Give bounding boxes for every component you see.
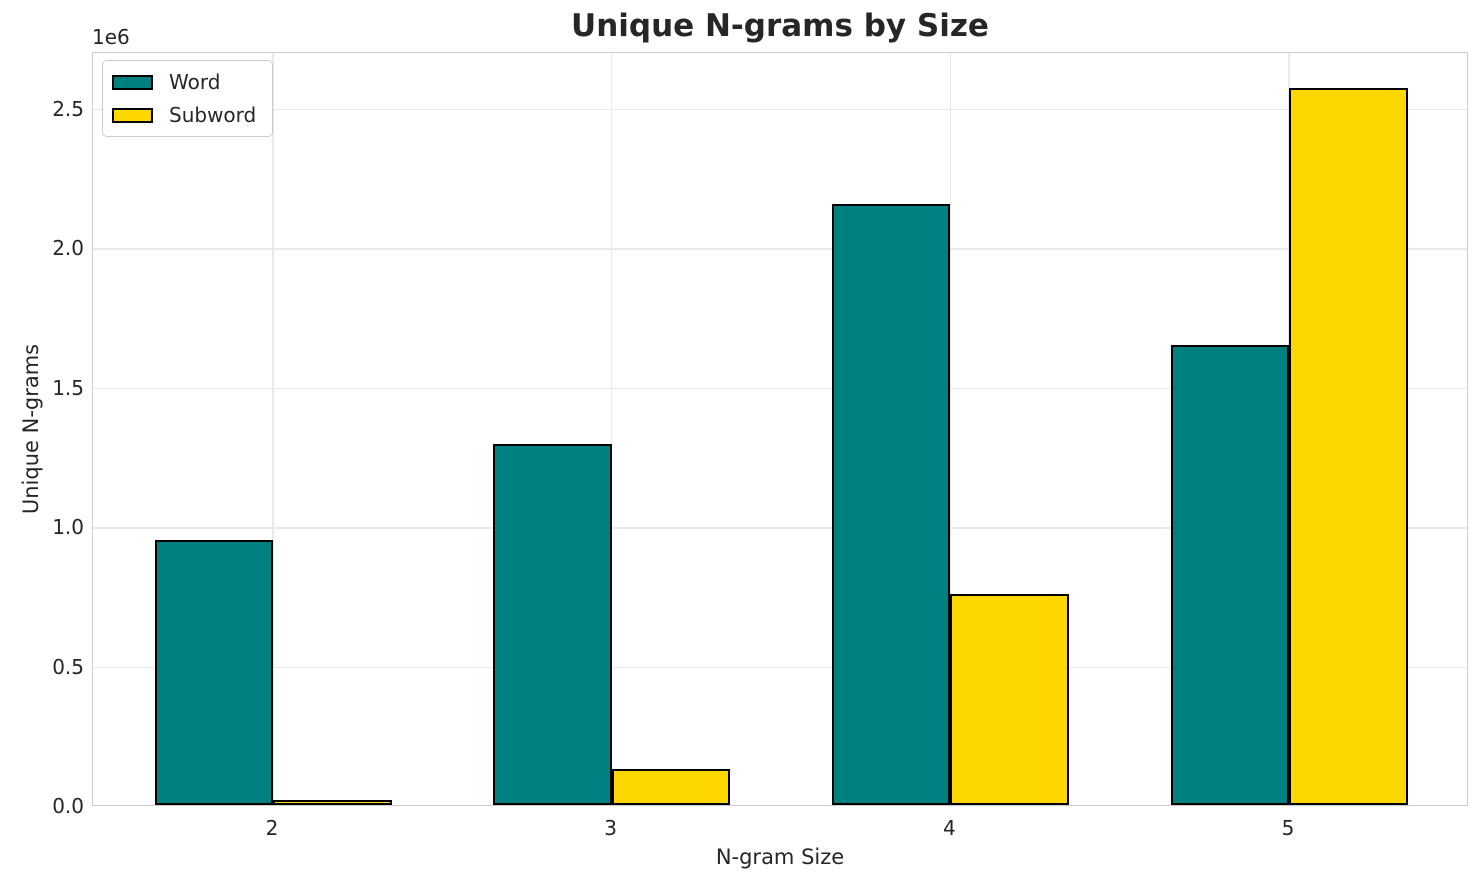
y-tick-label: 2.5 [52,96,84,121]
y-gridline [93,108,1467,111]
x-tick-label: 2 [265,816,279,840]
legend-swatch-word [112,74,153,90]
legend-swatch-subword [112,107,153,123]
bar-subword-4 [950,594,1069,805]
y-tick-label: 1.5 [52,375,84,400]
legend: Word Subword [102,60,274,137]
legend-item-subword: Subword [112,103,256,127]
legend-label-subword: Subword [169,103,257,127]
bar-word-2 [154,540,273,805]
plot-area: Word Subword [92,52,1468,806]
legend-label-word: Word [169,70,221,94]
bars-layer [93,53,1467,805]
y-tick-label: 1.0 [52,515,84,540]
chart-title: Unique N-grams by Size [571,8,989,44]
x-gridline [272,53,274,805]
y-tick-label: 2.0 [52,236,84,261]
bar-subword-2 [273,800,392,805]
y-gridline [93,387,1467,390]
bar-word-4 [831,203,951,805]
y-tick-label: 0.0 [52,794,84,818]
x-tick-label: 5 [1281,816,1295,840]
y-axis-offset-label: 1e6 [92,25,130,49]
bar-word-5 [1170,344,1289,805]
x-axis-label: N-gram Size [715,845,845,869]
y-gridline [93,666,1467,669]
x-tick-label: 3 [604,816,618,840]
y-gridline [93,527,1467,529]
x-gridline [949,53,952,805]
y-tick-label: 0.5 [52,654,84,679]
x-gridline [610,53,613,805]
bar-subword-3 [611,768,731,805]
y-gridline [93,248,1467,250]
bar-subword-5 [1289,88,1408,805]
y-axis-label: Unique N-grams [19,343,43,515]
x-tick-label: 4 [942,816,956,840]
bar-word-3 [493,443,612,805]
legend-item-word: Word [112,70,256,94]
